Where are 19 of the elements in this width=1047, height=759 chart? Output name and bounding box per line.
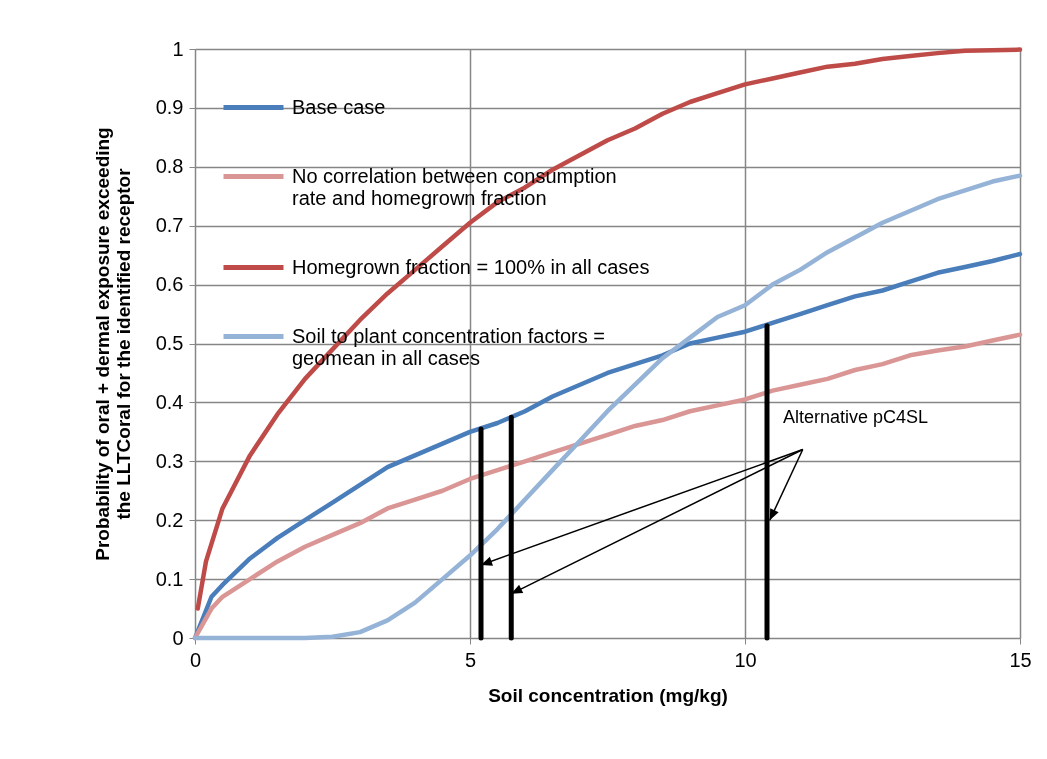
y-axis-title: Probability of oral + dermal exposure exceeding the LLTCoral for the identified receptor	[91, 127, 134, 561]
y-tick-label: 0.3	[155, 449, 184, 472]
y-tick-label: 0.4	[155, 390, 184, 413]
annotation: Alternative pC4SL	[783, 407, 929, 427]
y-tick-label: 0.9	[155, 96, 184, 119]
y-tick-label: 1	[172, 37, 184, 60]
y-tick-label: 0.6	[155, 273, 184, 296]
x-tick-label: 0	[189, 648, 202, 671]
y-tick-label: 0.7	[155, 214, 184, 237]
x-axis-title: Soil concentration (mg/kg)	[488, 684, 728, 706]
x-tick-label: 15	[1009, 648, 1032, 671]
y-tick-label: 0.2	[155, 508, 184, 531]
y-tick-label: 0	[172, 626, 184, 649]
y-tick-label: 0.8	[155, 155, 184, 178]
y-tick-label: 0.1	[155, 567, 184, 590]
x-tick-label: 5	[464, 648, 477, 671]
x-tick-label: 10	[734, 648, 757, 671]
y-tick-label: 0.5	[155, 332, 184, 354]
legend-label: Base case	[292, 95, 386, 118]
